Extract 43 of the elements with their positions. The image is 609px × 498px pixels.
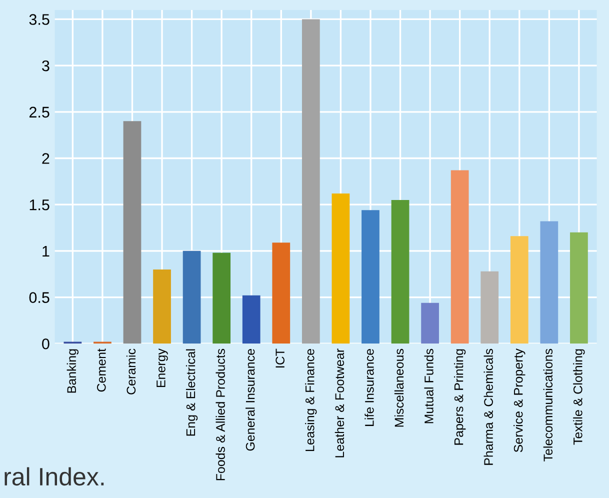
x-tick-label: Foods & Allied Products bbox=[216, 348, 225, 480]
x-tick-label: Service & Property bbox=[514, 348, 526, 452]
bar bbox=[421, 302, 439, 344]
bar bbox=[212, 252, 231, 344]
x-tick-label: Mutual Funds bbox=[424, 348, 434, 424]
bar bbox=[570, 232, 588, 344]
text: ral Index. bbox=[4, 467, 104, 486]
bar bbox=[510, 236, 528, 344]
y-tick-label: 3.5 bbox=[29, 14, 50, 25]
bar bbox=[272, 242, 290, 344]
x-tick-label: Miscellaneous bbox=[394, 348, 404, 427]
bar bbox=[362, 210, 380, 344]
bar bbox=[153, 269, 171, 344]
bar bbox=[242, 295, 260, 344]
x-tick-label: Papers & Printing bbox=[454, 349, 466, 445]
bar bbox=[123, 121, 142, 344]
y-tick-label: 0 bbox=[42, 338, 50, 350]
x-tick-label: Telecommunications bbox=[543, 348, 553, 462]
x-tick-label: Ceramic bbox=[126, 348, 136, 394]
x-tick-label: Life Insurance bbox=[364, 349, 374, 426]
x-tick-label: Banking bbox=[66, 349, 79, 393]
y-tick-label: 1.5 bbox=[30, 200, 50, 210]
x-tick-label: Leasing & Finance bbox=[305, 349, 317, 451]
x-tick-label: General Insurance bbox=[246, 349, 255, 451]
x-tick-label: Eng & Electrical bbox=[186, 349, 198, 436]
y-tick-label: 3 bbox=[42, 60, 50, 72]
x-tick-label: Cement bbox=[96, 348, 106, 392]
bar bbox=[302, 19, 320, 344]
x-tick-label: Leather & Footwear bbox=[334, 348, 344, 458]
y-tick-label: 1 bbox=[42, 246, 50, 256]
bar bbox=[480, 271, 499, 344]
y-tick-label: 0.5 bbox=[29, 292, 50, 303]
x-tick-label: Textile & Clothing bbox=[573, 349, 585, 445]
bar bbox=[540, 221, 558, 344]
x-tick-label: Energy bbox=[156, 348, 168, 388]
bar bbox=[391, 200, 410, 344]
y-tick-label: 2 bbox=[42, 153, 50, 164]
x-tick-label: ICT bbox=[276, 348, 284, 368]
bar bbox=[450, 170, 469, 344]
bar bbox=[182, 250, 201, 344]
x-tick-label: Pharma & Chemicals bbox=[484, 348, 493, 465]
y-tick-label: 2.5 bbox=[29, 106, 50, 118]
bar bbox=[332, 193, 350, 344]
